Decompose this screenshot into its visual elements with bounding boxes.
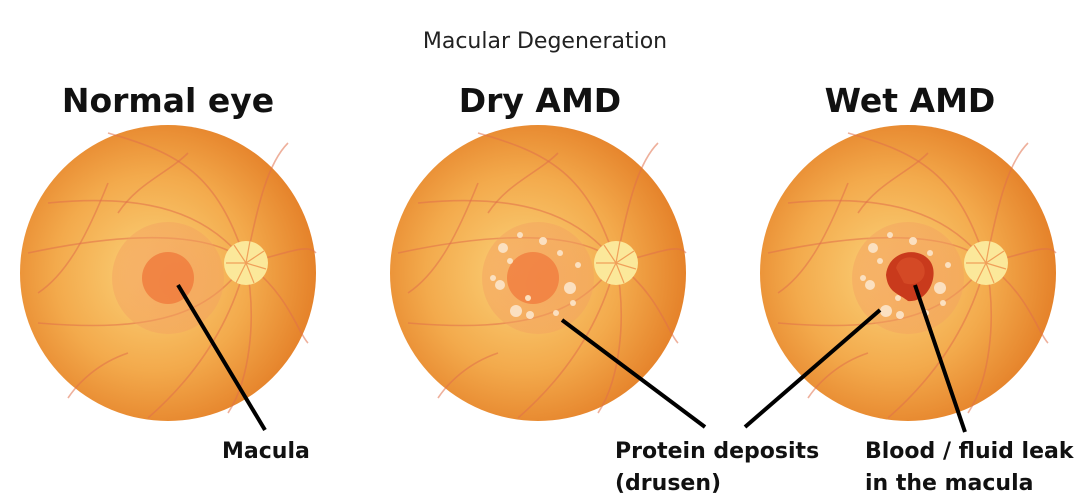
label-macula: Macula: [222, 439, 310, 464]
label-in-the-macula: in the macula: [865, 471, 1033, 496]
label-drusen: (drusen): [615, 471, 721, 496]
heading-normal-eye: Normal eye: [62, 81, 274, 120]
label-blood-fluid-leak: Blood / fluid leak: [865, 439, 1075, 464]
drusen-pointer-wet: [743, 308, 882, 429]
dry-amd-fundus-image: [389, 124, 687, 422]
heading-wet-amd: Wet AMD: [825, 81, 996, 120]
wet-amd-fundus-image: [759, 124, 1057, 422]
diagram-title: Macular Degeneration: [423, 29, 667, 54]
heading-dry-amd: Dry AMD: [459, 81, 621, 120]
panel-dry-amd: Dry AMD Protein deposits (drusen): [389, 81, 819, 496]
panel-wet-amd: Wet AMD Blood / fluid leak in the macula: [743, 81, 1075, 496]
label-protein-deposits: Protein deposits: [615, 439, 819, 464]
normal-fundus-image: [19, 124, 317, 422]
panel-normal-eye: Normal eye Macula: [19, 81, 317, 464]
blood-leak-pointer: [913, 284, 967, 433]
drusen-pointer: [560, 318, 707, 429]
macula-pointer: [176, 283, 267, 432]
